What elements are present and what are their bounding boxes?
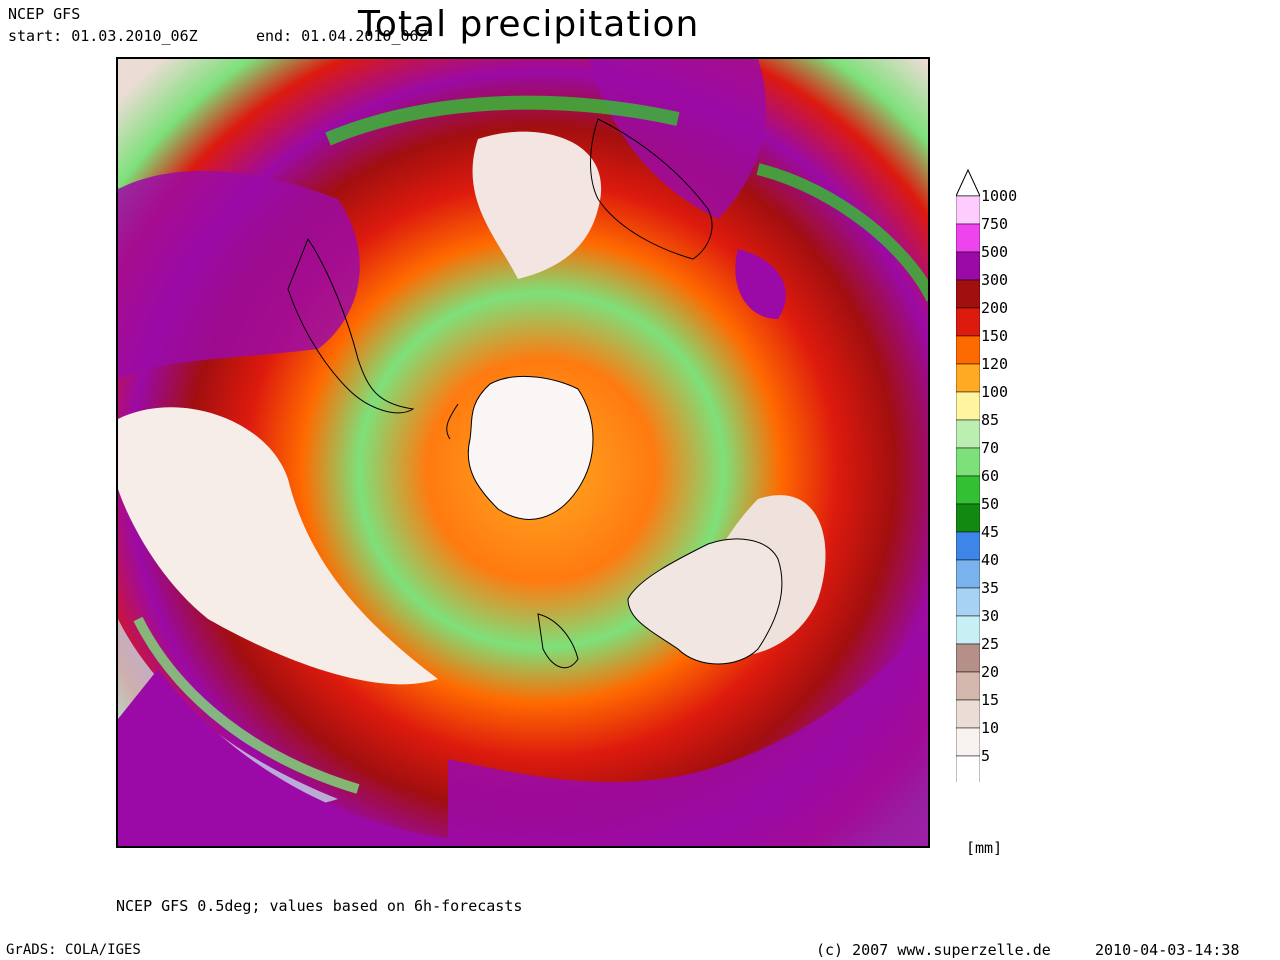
legend-label: 300 bbox=[981, 271, 1009, 289]
footer-note: NCEP GFS 0.5deg; values based on 6h-fore… bbox=[116, 897, 523, 915]
legend-swatch bbox=[956, 559, 980, 589]
legend-swatch bbox=[956, 307, 980, 337]
legend-label: 40 bbox=[981, 551, 1000, 569]
legend-swatch bbox=[956, 587, 980, 617]
australia bbox=[627, 538, 783, 665]
legend-label: 10 bbox=[981, 719, 1000, 737]
legend-top-arrow bbox=[956, 168, 980, 197]
grads-credit: GrADS: COLA/IGES bbox=[6, 942, 141, 958]
legend-label: 50 bbox=[981, 495, 1000, 513]
legend-label: 150 bbox=[981, 327, 1009, 345]
legend-label: 45 bbox=[981, 523, 1000, 541]
new-zealand bbox=[537, 613, 579, 669]
africa bbox=[590, 118, 713, 260]
legend-swatch bbox=[956, 699, 980, 729]
legend-swatch bbox=[956, 503, 980, 533]
antarctica bbox=[467, 375, 594, 520]
legend-swatch bbox=[956, 727, 980, 757]
legend-label: 70 bbox=[981, 439, 1000, 457]
legend-swatch bbox=[956, 391, 980, 421]
map-canvas bbox=[118, 59, 928, 846]
legend-label: 85 bbox=[981, 411, 1000, 429]
legend-label: 35 bbox=[981, 579, 1000, 597]
legend-label: 60 bbox=[981, 467, 1000, 485]
legend-label: 5 bbox=[981, 747, 991, 765]
dry-zone-atlantic bbox=[472, 131, 602, 279]
legend-swatch bbox=[956, 475, 980, 505]
legend-swatch bbox=[956, 335, 980, 365]
legend-swatch bbox=[956, 251, 980, 281]
legend-label: 30 bbox=[981, 607, 1000, 625]
unit-label: [mm] bbox=[966, 839, 1003, 857]
legend-label: 200 bbox=[981, 299, 1009, 317]
legend-swatch bbox=[956, 195, 980, 225]
legend-swatch bbox=[956, 643, 980, 673]
start-date: start: 01.03.2010_06Z bbox=[8, 27, 198, 45]
copyright: (c) 2007 www.superzelle.de bbox=[816, 941, 1051, 959]
legend-swatch bbox=[956, 363, 980, 393]
legend-label: 500 bbox=[981, 243, 1009, 261]
chart-title: Total precipitation bbox=[358, 4, 700, 45]
south-america bbox=[287, 237, 415, 414]
legend-label: 120 bbox=[981, 355, 1009, 373]
end-date: end: 01.04.2010_06Z bbox=[256, 27, 428, 45]
legend-label: 100 bbox=[981, 383, 1009, 401]
legend-label: 750 bbox=[981, 215, 1009, 233]
legend-label: 15 bbox=[981, 691, 1000, 709]
legend-swatch bbox=[956, 447, 980, 477]
legend-swatch bbox=[956, 615, 980, 645]
legend-swatch bbox=[956, 755, 980, 782]
precipitation-map bbox=[116, 57, 930, 848]
model-name: NCEP GFS bbox=[8, 5, 81, 23]
legend-swatch bbox=[956, 671, 980, 701]
legend-swatch bbox=[956, 223, 980, 253]
legend-label: 20 bbox=[981, 663, 1000, 681]
legend-label: 25 bbox=[981, 635, 1000, 653]
legend-swatch bbox=[956, 419, 980, 449]
timestamp: 2010-04-03-14:38 bbox=[1095, 941, 1240, 959]
legend-swatch bbox=[956, 531, 980, 561]
dry-zone-pacific bbox=[118, 407, 438, 685]
legend-swatch bbox=[956, 279, 980, 309]
legend-label: 1000 bbox=[981, 187, 1018, 205]
color-legend bbox=[956, 168, 980, 782]
